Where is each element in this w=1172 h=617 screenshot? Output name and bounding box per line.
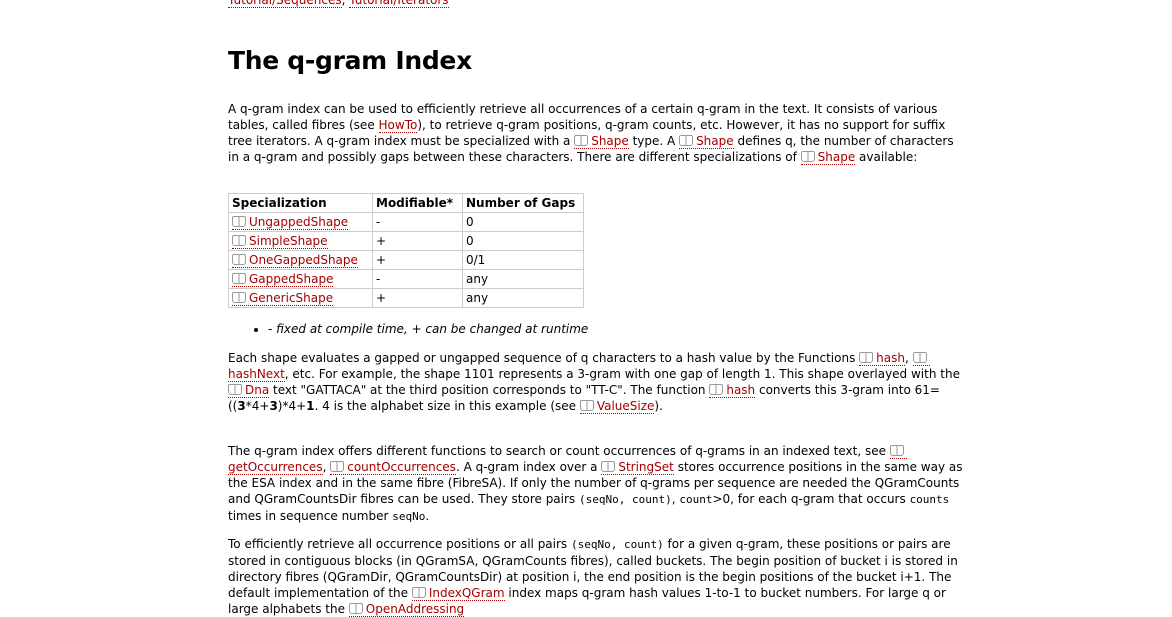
text: text "GATTACA" at the third position cor… xyxy=(269,383,710,397)
breadcrumb: Tutorial/Sequences, Tutorial/Iterators xyxy=(228,0,968,8)
table-cell: - xyxy=(372,269,463,289)
link[interactable]: ValueSize xyxy=(579,399,655,414)
link[interactable]: countOccurrences xyxy=(330,460,456,475)
code: (seqNo, count) xyxy=(579,493,672,506)
table-cell: GappedShape xyxy=(228,269,373,289)
text: , xyxy=(904,351,913,365)
text: A q-gram index can be used to efficientl… xyxy=(228,102,938,132)
table-cell: any xyxy=(462,269,584,289)
text: The q-gram index offers different functi… xyxy=(228,444,890,458)
heading: The q-gram Index xyxy=(228,46,472,75)
text: , xyxy=(341,0,350,7)
text: . 4 is the alphabet size in this example… xyxy=(314,399,580,413)
link[interactable]: Shape xyxy=(800,150,856,165)
text: defines q, the number of characters in a… xyxy=(228,134,954,164)
table-header: Specialization Modifiable* Number of Gaps xyxy=(228,193,584,213)
list: - fixed at compile time, + can be change… xyxy=(228,321,588,337)
text: . xyxy=(425,509,430,523)
text: , xyxy=(322,460,331,474)
paragraph: To efficiently retrieve all occurrence p… xyxy=(228,536,968,617)
table-cell: + xyxy=(372,231,463,251)
table-cell: any xyxy=(462,288,584,308)
link[interactable]: Dna xyxy=(228,383,270,398)
bold-text: 1 xyxy=(306,399,315,413)
link[interactable]: Shape xyxy=(574,134,629,149)
text: >0, for each q-gram that occurs xyxy=(712,492,910,506)
link[interactable]: StringSet xyxy=(601,460,674,475)
text: converts this 3-gram into 61=(( xyxy=(228,383,940,413)
table-cell: + xyxy=(372,288,463,308)
text: . A q-gram index over a xyxy=(455,460,602,474)
text: ), to retrieve q-gram positions, q-gram … xyxy=(228,118,946,148)
header-cell: Specialization xyxy=(228,193,373,213)
link[interactable]: GappedShape xyxy=(232,272,334,287)
table-cell: GenericShape xyxy=(228,288,373,308)
link[interactable]: GenericShape xyxy=(232,291,334,306)
link[interactable]: hashNext xyxy=(228,351,930,382)
link[interactable]: SimpleShape xyxy=(232,234,328,249)
table-row: SimpleShape +0 xyxy=(228,231,584,251)
text: for a given q-gram, these positions or p… xyxy=(228,537,958,600)
paragraph: Each shape evaluates a gapped or ungappe… xyxy=(228,350,968,414)
table-cell: 0 xyxy=(462,231,584,251)
table-cell: OneGappedShape xyxy=(228,250,373,270)
text: , xyxy=(671,492,680,506)
text: Each shape evaluates a gapped or ungappe… xyxy=(228,351,860,365)
text: available: xyxy=(855,150,918,164)
link[interactable]: Shape xyxy=(679,134,734,149)
code: count xyxy=(679,493,713,506)
table-cell: 0/1 xyxy=(462,250,584,270)
table-cell: UngappedShape xyxy=(228,212,373,232)
text: )*4+ xyxy=(277,399,307,413)
code: seqNo xyxy=(392,510,426,523)
table-cell: SimpleShape xyxy=(228,231,373,251)
table-cell: 0 xyxy=(462,212,584,232)
header-cell: Number of Gaps xyxy=(462,193,584,213)
link[interactable]: Tutorial/Sequences xyxy=(228,0,342,8)
text: , etc. For example, the shape 1101 repre… xyxy=(284,367,960,381)
link[interactable]: hash xyxy=(709,383,756,398)
paragraph: A q-gram index can be used to efficientl… xyxy=(228,101,968,165)
table-row: UngappedShape -0 xyxy=(228,212,584,232)
link[interactable]: UngappedShape xyxy=(232,215,349,230)
link[interactable]: hash xyxy=(859,351,905,366)
text: times in sequence number xyxy=(228,509,393,523)
code: (seqNo, count) xyxy=(571,538,664,551)
text: To efficiently retrieve all occurrence p… xyxy=(228,537,571,551)
code: counts xyxy=(909,493,950,506)
link[interactable]: OneGappedShape xyxy=(232,253,358,268)
table-cell: - xyxy=(372,212,463,232)
link[interactable]: Tutorial/Iterators xyxy=(349,0,449,8)
list-item: - fixed at compile time, + can be change… xyxy=(268,321,588,337)
text: ). xyxy=(654,399,663,413)
text: *4+ xyxy=(245,399,270,413)
table-cell: + xyxy=(372,250,463,270)
table-row: GenericShape + any xyxy=(228,288,584,308)
text: type. A xyxy=(628,134,680,148)
link[interactable]: HowTo xyxy=(378,118,418,133)
bold-text: 3 xyxy=(269,399,278,413)
link[interactable]: getOccurrences xyxy=(228,444,907,475)
bold-text: 3 xyxy=(237,399,246,413)
table-row: GappedShape - any xyxy=(228,269,584,289)
link[interactable]: IndexQGram xyxy=(411,586,505,601)
text: stores occurrence positions in the same … xyxy=(228,460,963,506)
header-cell: Modifiable* xyxy=(372,193,463,213)
table-row: OneGappedShape +0/1 xyxy=(228,250,584,270)
paragraph: The q-gram index offers different functi… xyxy=(228,443,968,525)
table: Specialization Modifiable* Number of Gaps … xyxy=(228,193,584,308)
